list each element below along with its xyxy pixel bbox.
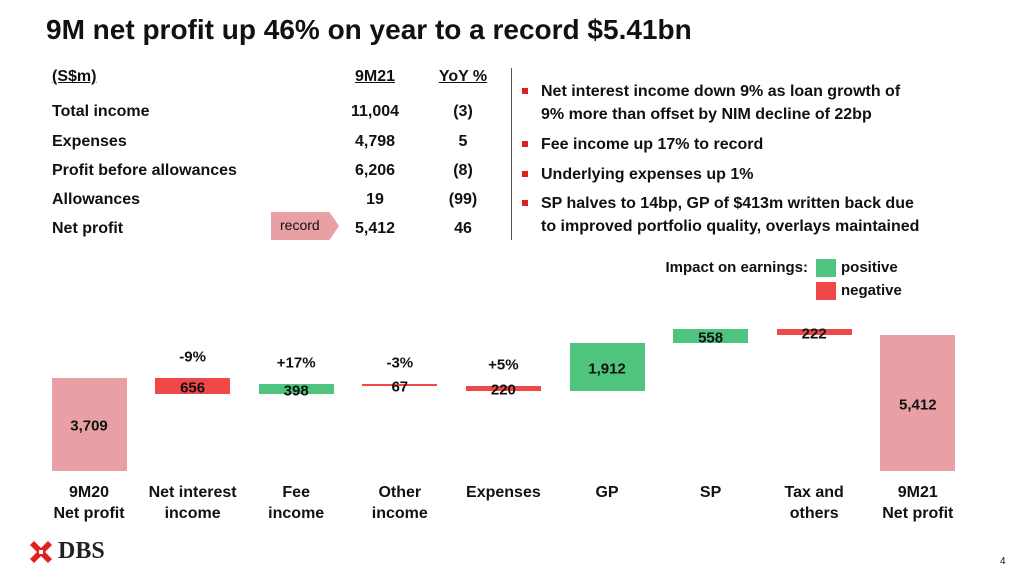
legend-title: Impact on earnings: <box>665 259 808 276</box>
logo-mark <box>30 541 52 563</box>
table-header: YoY % <box>438 68 488 85</box>
change-label: +17% <box>276 354 316 372</box>
waterfall-bar <box>258 384 334 395</box>
slide-title: 9M net profit up 46% on year to a record… <box>46 14 692 45</box>
category-label: GP <box>595 484 619 501</box>
table-cell: 19 <box>366 191 384 208</box>
category-label: Net interest income <box>148 484 237 522</box>
table-header: 9M21 <box>354 68 396 85</box>
waterfall-bar <box>362 384 438 386</box>
value-label: 1,912 <box>588 360 626 378</box>
table-cell: 5 <box>458 133 468 150</box>
table-cell: Net profit <box>52 220 124 237</box>
value-label: 398 <box>283 382 309 400</box>
category-label: Tax and others <box>784 484 844 522</box>
record-callout: record <box>271 212 339 240</box>
table-cell: (8) <box>453 162 473 179</box>
bullet-text: SP halves to 14bp, GP of $413m written b… <box>541 195 920 235</box>
page-number: 4 <box>1000 556 1006 567</box>
category-label: Other income <box>371 484 428 522</box>
waterfall-bar <box>569 343 645 392</box>
divider <box>511 68 512 240</box>
table-cell: 6,206 <box>354 162 396 179</box>
legend-label: positive <box>841 259 898 276</box>
table-cell: 11,004 <box>350 103 400 120</box>
table-cell: (99) <box>448 191 478 208</box>
category-label: 9M20 Net profit <box>53 484 125 522</box>
bullet-text: Fee income up 17% to record <box>541 136 764 153</box>
legend-label: negative <box>841 282 902 299</box>
table-header: (S$m) <box>52 68 97 85</box>
value-label: 656 <box>180 379 206 397</box>
table-cell: 5,412 <box>354 220 396 237</box>
change-label: +5% <box>488 356 519 374</box>
change-label: -3% <box>386 354 414 372</box>
table-cell: 46 <box>454 220 472 237</box>
value-label: 220 <box>490 381 516 399</box>
table-cell: 4,798 <box>354 133 396 150</box>
change-label: -9% <box>179 348 206 366</box>
category-label: SP <box>699 484 722 501</box>
value-label: 222 <box>801 325 827 343</box>
category-label: Expenses <box>466 484 541 501</box>
bullet-text: Net interest income down 9% as loan grow… <box>541 83 901 123</box>
bullet-marker <box>522 200 528 206</box>
table-cell: (3) <box>453 103 473 120</box>
bullet-marker <box>522 88 528 94</box>
waterfall-bar <box>465 385 541 392</box>
bullet-marker <box>522 141 528 147</box>
value-label: 558 <box>698 329 724 347</box>
waterfall-bar <box>673 329 749 344</box>
legend-swatch <box>816 259 836 277</box>
value-label: 67 <box>391 378 409 396</box>
logo-text: DBS <box>58 538 105 564</box>
category-label: Fee income <box>268 484 325 522</box>
table-cell: Expenses <box>52 133 127 150</box>
waterfall-bar <box>155 377 231 395</box>
category-label: 9M21 Net profit <box>882 484 954 522</box>
value-label: 3,709 <box>70 417 108 435</box>
waterfall-bar <box>880 334 956 471</box>
waterfall-bar <box>776 329 852 335</box>
value-label: 5,412 <box>899 396 937 414</box>
table-cell: Allowances <box>52 191 141 208</box>
waterfall-bar <box>51 377 127 471</box>
bullet-text: Underlying expenses up 1% <box>541 166 754 183</box>
logo-icon <box>30 541 52 563</box>
bullet-marker <box>522 171 528 177</box>
table-cell: Profit before allowances <box>52 162 237 179</box>
table-cell: Total income <box>52 103 150 120</box>
legend-swatch <box>816 282 836 300</box>
